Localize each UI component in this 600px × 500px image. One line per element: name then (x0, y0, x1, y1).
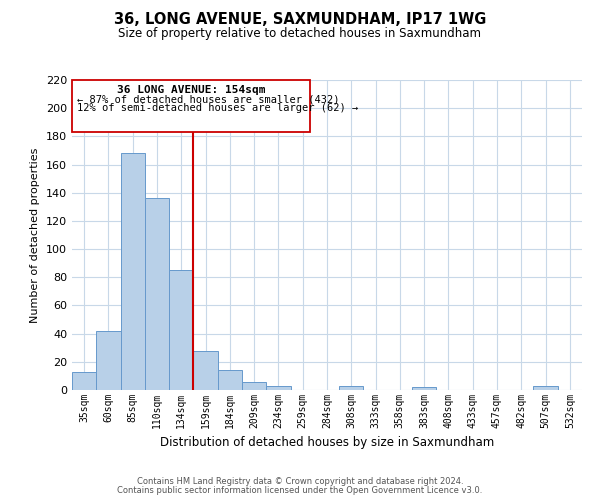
Bar (533, 386, 558, 390)
Text: 36 LONG AVENUE: 154sqm: 36 LONG AVENUE: 154sqm (117, 85, 265, 95)
Bar (412, 387, 436, 390)
Text: Contains public sector information licensed under the Open Government Licence v3: Contains public sector information licen… (118, 486, 482, 495)
Bar (121, 154, 145, 390)
Text: Size of property relative to detached houses in Saxmundham: Size of property relative to detached ho… (119, 28, 482, 40)
Bar (96, 331, 121, 390)
Text: ← 87% of detached houses are smaller (432): ← 87% of detached houses are smaller (43… (77, 94, 340, 104)
Bar (193, 350, 218, 390)
FancyBboxPatch shape (73, 80, 310, 132)
X-axis label: Distribution of detached houses by size in Saxmundham: Distribution of detached houses by size … (160, 436, 494, 450)
Bar (266, 386, 290, 390)
Text: 12% of semi-detached houses are larger (62) →: 12% of semi-detached houses are larger (… (77, 102, 359, 113)
Text: 36, LONG AVENUE, SAXMUNDHAM, IP17 1WG: 36, LONG AVENUE, SAXMUNDHAM, IP17 1WG (114, 12, 486, 28)
Bar (72, 372, 96, 390)
Bar (169, 270, 193, 390)
Bar (242, 382, 266, 390)
Bar (145, 198, 169, 390)
Text: Contains HM Land Registry data © Crown copyright and database right 2024.: Contains HM Land Registry data © Crown c… (137, 477, 463, 486)
Y-axis label: Number of detached properties: Number of detached properties (31, 148, 40, 322)
Bar (339, 386, 364, 390)
Bar (218, 370, 242, 390)
